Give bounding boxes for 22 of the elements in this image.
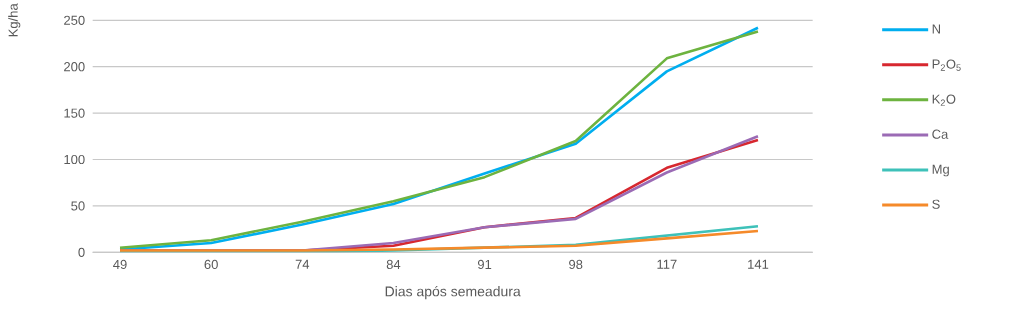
y-axis-title: Kg/ha — [8, 3, 21, 37]
legend-label: Ca — [932, 129, 949, 139]
legend-label: K$_{2}$O — [932, 94, 956, 106]
y-tick-label: 50 — [71, 201, 85, 211]
y-tick-label: 100 — [64, 154, 85, 164]
y-tick-label: 250 — [64, 15, 85, 25]
x-tick-label: 141 — [748, 259, 769, 269]
legend-label: N — [932, 24, 940, 34]
y-tick-label: 150 — [64, 108, 85, 118]
x-tick-label: 98 — [569, 259, 583, 269]
x-tick-label: 91 — [477, 259, 492, 269]
legend-label: P$_{2}$O$_{5}$ — [932, 59, 961, 71]
x-axis-title: Dias após semeadura — [385, 285, 521, 299]
y-tick-label: 200 — [64, 61, 85, 72]
legend-label: Mg — [932, 164, 949, 177]
x-tick-label: 84 — [386, 259, 401, 269]
x-tick-label: 60 — [204, 259, 218, 269]
legend-label: S — [932, 199, 940, 209]
x-tick-label: 117 — [657, 259, 677, 269]
x-tick-label: 49 — [113, 259, 127, 269]
x-tick-label: 74 — [295, 259, 310, 269]
y-tick-label: 0 — [78, 247, 85, 257]
